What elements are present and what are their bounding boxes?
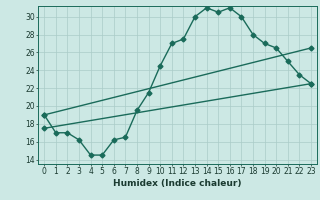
X-axis label: Humidex (Indice chaleur): Humidex (Indice chaleur): [113, 179, 242, 188]
